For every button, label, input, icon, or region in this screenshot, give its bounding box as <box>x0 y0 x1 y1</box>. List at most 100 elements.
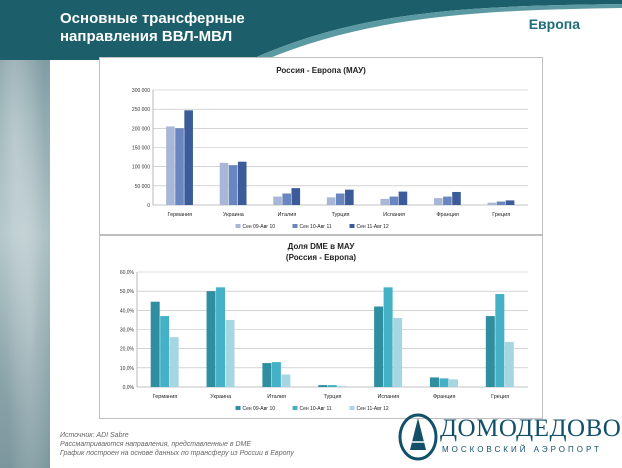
bar <box>389 196 399 205</box>
logo-name: ДОМОДЕДОВО <box>440 415 622 442</box>
bar <box>206 291 216 387</box>
bar <box>271 362 281 387</box>
bar <box>273 196 282 205</box>
bar <box>228 165 238 205</box>
legend-label: Сен 11-Авг 12 <box>357 224 389 230</box>
legend-swatch <box>349 406 355 410</box>
region-label: Европа <box>528 16 580 32</box>
x-tick-label: Италия <box>278 212 297 218</box>
source-note: Источник: ADI Sabre <box>60 432 129 439</box>
bar <box>175 128 184 205</box>
bar <box>335 193 345 205</box>
chart-title: Доля DME в МАУ <box>288 242 356 251</box>
x-tick-label: Турция <box>332 212 350 218</box>
bar <box>225 319 235 387</box>
y-tick-label: 20,0% <box>120 347 135 353</box>
bar <box>380 198 390 205</box>
x-tick-label: Греция <box>492 212 510 218</box>
legend-label: Сен 10-Авг 11 <box>300 406 332 412</box>
y-tick-label: 10,0% <box>120 366 135 372</box>
y-tick-label: 150 000 <box>132 146 150 152</box>
method-note: График построен на основе данных по тран… <box>60 450 294 457</box>
sky-background <box>0 0 50 468</box>
bar <box>318 385 328 387</box>
bar <box>169 337 179 387</box>
chart-share: Доля DME в МАУ (Россия - Европа) 0,0% 10,0%… <box>99 235 543 419</box>
bar <box>216 287 226 387</box>
y-tick-label: 200 000 <box>132 126 150 132</box>
chart-title: Россия - Европа (МАУ) <box>276 66 366 75</box>
legend-swatch <box>292 406 298 410</box>
scope-note: Рассматриваются направления, представлен… <box>60 441 252 448</box>
bar <box>291 188 301 205</box>
slide-title: Основные трансферные направления ВВЛ-МВЛ <box>60 10 245 45</box>
y-tick-label: 40,0% <box>120 308 135 314</box>
y-tick-label: 50 000 <box>135 184 151 190</box>
chart-volume-svg: Россия - Европа (МАУ) 0 50 000 100 000 150 0… <box>132 66 528 230</box>
bar <box>337 386 347 387</box>
bar <box>496 201 506 205</box>
x-tick-label: Франция <box>436 212 459 218</box>
legend-label: Сен 10-Авг 11 <box>300 224 332 230</box>
y-tick-label: 0,0% <box>123 385 135 391</box>
x-tick-label: Украина <box>210 394 232 400</box>
x-tick-label: Турция <box>324 394 342 400</box>
bar <box>505 200 515 205</box>
bar <box>374 306 384 387</box>
footnotes: Источник: ADI Sabre Рассматриваются напр… <box>60 431 294 458</box>
legend-swatch <box>292 224 298 228</box>
chart-volume: Россия - Европа (МАУ) 0 50 000 100 000 150 0… <box>99 57 543 235</box>
bar <box>429 377 439 387</box>
bar <box>487 202 497 205</box>
legend-label: Сен 11-Авг 12 <box>357 406 389 412</box>
legend-label: Сен 09-Авг 10 <box>243 224 276 230</box>
y-tick-label: 0 <box>147 203 150 209</box>
chart-share-svg: Доля DME в МАУ (Россия - Европа) 0,0% 10,0%… <box>120 242 528 412</box>
legend-swatch <box>235 224 241 228</box>
legend-swatch <box>235 406 241 410</box>
bar <box>166 126 175 205</box>
bar <box>398 191 408 205</box>
logo-subtitle: МОСКОВСКИЙ АЭРОПОРТ <box>442 445 602 454</box>
bar <box>262 363 272 387</box>
bar <box>326 197 336 205</box>
x-tick-label: Италия <box>267 394 286 400</box>
bar <box>452 191 461 205</box>
header-banner <box>0 0 622 60</box>
y-tick-label: 100 000 <box>132 165 150 171</box>
y-tick-label: 300 000 <box>132 88 150 94</box>
bar <box>448 379 458 387</box>
legend-label: Сен 09-Авг 10 <box>243 406 276 412</box>
y-tick-label: 60,0% <box>120 270 135 276</box>
bar <box>160 316 170 387</box>
airport-emblem-icon <box>398 413 438 461</box>
x-tick-label: Германия <box>167 212 192 218</box>
bar <box>282 193 291 205</box>
x-tick-label: Украина <box>223 212 245 218</box>
bar <box>184 110 193 205</box>
bar <box>219 162 229 205</box>
bar <box>150 301 160 387</box>
bar <box>237 161 247 205</box>
bar <box>495 294 505 387</box>
legend-swatch <box>349 224 355 228</box>
domodedovo-logo: ДОМОДЕДОВО МОСКОВСКИЙ АЭРОПОРТ <box>398 410 621 462</box>
chart-subtitle: (Россия - Европа) <box>286 253 356 262</box>
y-tick-label: 30,0% <box>120 328 135 334</box>
x-tick-label: Германия <box>153 394 178 400</box>
bar <box>383 287 393 387</box>
bar <box>439 378 449 387</box>
bar <box>443 196 452 205</box>
y-tick-label: 250 000 <box>132 107 150 113</box>
x-tick-label: Франция <box>433 394 456 400</box>
bar <box>345 189 354 205</box>
bar <box>504 341 514 387</box>
bar <box>485 316 495 387</box>
bar <box>393 318 403 387</box>
bar <box>281 374 291 387</box>
x-tick-label: Греция <box>491 394 509 400</box>
bar <box>433 198 443 205</box>
y-tick-label: 50,0% <box>120 289 135 295</box>
bar <box>327 385 337 387</box>
x-tick-label: Испания <box>377 394 399 400</box>
